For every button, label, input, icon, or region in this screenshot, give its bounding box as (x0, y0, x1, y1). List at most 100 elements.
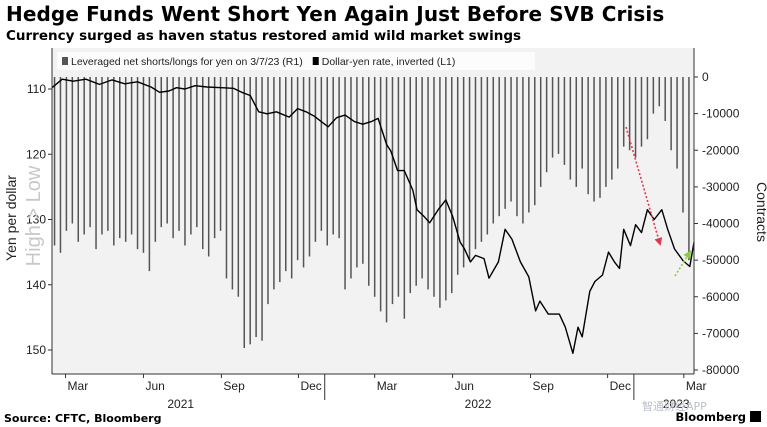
bar-100 (646, 77, 649, 140)
bar-101 (652, 77, 655, 114)
legend-label-0: Leveraged net shorts/longs for yen on 3/… (71, 56, 303, 68)
bar-83 (545, 77, 548, 173)
bar-20 (172, 77, 174, 239)
bar-43 (308, 77, 311, 257)
x-tick-label-0: Mar (68, 379, 89, 393)
x-tick-label-5: Jun (455, 379, 474, 393)
bar-67 (451, 77, 453, 294)
bar-79 (522, 77, 524, 224)
bar-92 (599, 77, 601, 198)
right-tick-label-3: -30000 (702, 180, 740, 194)
bar-68 (456, 77, 459, 275)
line-series-group (51, 78, 695, 354)
bar-26 (207, 77, 210, 257)
right-tick-label-5: -50000 (702, 253, 740, 267)
x-tick-label-2: Sep (223, 379, 245, 393)
green-arrow (674, 250, 692, 277)
bar-66 (445, 77, 447, 301)
bar-72 (480, 77, 483, 242)
right-tick-label-7: -70000 (702, 326, 740, 340)
bar-32 (243, 77, 246, 349)
bar-84 (551, 77, 554, 158)
chart-subtitle: Currency surged as haven status restored… (6, 28, 522, 44)
axes: 110 120 130 140 150 0 -10000 -20000 -30000 -40000… (3, 48, 767, 411)
bar-88 (575, 77, 578, 187)
bar-97 (628, 77, 631, 151)
bar-56 (385, 77, 388, 323)
bar-29 (225, 77, 228, 279)
brand-logo: Bloomberg (676, 410, 761, 424)
bar-40 (290, 77, 293, 279)
bar-102 (658, 77, 661, 107)
bar-98 (634, 77, 637, 158)
x-tick-label-1: Jun (145, 379, 164, 393)
right-tick-label-0: 0 (702, 70, 709, 84)
legend-swatch-1 (312, 57, 319, 65)
legend-box (57, 52, 535, 70)
bar-77 (510, 77, 512, 202)
bar-24 (196, 77, 198, 228)
bar-86 (563, 77, 566, 165)
bar-70 (468, 77, 471, 261)
bar-28 (219, 77, 222, 231)
bar-71 (474, 77, 477, 250)
bar-2 (65, 77, 68, 231)
bar-103 (664, 77, 666, 121)
bar-41 (296, 77, 299, 261)
chart-title: Hedge Funds Went Short Yen Again Just Be… (6, 2, 665, 26)
bar-15 (142, 77, 145, 253)
bar-58 (397, 77, 400, 297)
bar-17 (154, 77, 157, 242)
right-tick-label-4: -40000 (702, 217, 740, 231)
bar-82 (539, 77, 542, 187)
legend-swatch-0 (62, 57, 68, 65)
bar-3 (71, 77, 74, 224)
bar-series (53, 77, 690, 349)
bar-13 (130, 77, 133, 235)
bar-106 (682, 77, 684, 213)
bar-27 (213, 77, 216, 239)
legend: Leveraged net shorts/longs for yen on 3/… (57, 52, 535, 70)
left-tick-label-0: 110 (27, 82, 46, 96)
left-tick-label-1: 120 (26, 147, 46, 161)
dollar-yen-line (51, 78, 695, 354)
bar-6 (89, 77, 91, 228)
bar-73 (486, 77, 489, 235)
bar-89 (581, 77, 583, 169)
bar-14 (136, 77, 139, 250)
bar-16 (148, 77, 151, 272)
bar-93 (605, 77, 607, 187)
bar-53 (368, 77, 370, 286)
high-low-annotation: High > Low (23, 165, 45, 266)
bar-52 (362, 77, 364, 264)
bar-38 (279, 77, 281, 283)
bar-7 (95, 77, 97, 250)
bar-19 (166, 77, 168, 224)
year-label-2: 2023 (663, 397, 690, 411)
bar-1 (59, 77, 62, 253)
year-label-1: 2022 (465, 397, 492, 411)
left-axis-title: Yen per dollar (3, 175, 19, 261)
bar-35 (261, 77, 263, 341)
bar-78 (516, 77, 518, 217)
left-tick-label-3: 140 (26, 278, 46, 292)
bar-49 (344, 77, 346, 290)
bar-59 (403, 77, 406, 319)
red-arrow (625, 126, 663, 246)
bar-42 (302, 77, 305, 268)
bar-74 (492, 77, 495, 224)
bar-99 (640, 77, 643, 147)
bar-37 (273, 77, 275, 290)
bar-33 (249, 77, 251, 345)
left-tick-label-2: 130 (26, 213, 46, 227)
bar-31 (237, 77, 240, 297)
bar-51 (356, 77, 358, 268)
bar-95 (617, 77, 619, 169)
bar-65 (439, 77, 441, 308)
bar-36 (267, 77, 269, 305)
bar-57 (391, 77, 394, 305)
bar-63 (427, 77, 429, 290)
bar-105 (676, 77, 678, 169)
right-tick-label-2: -20000 (702, 143, 740, 157)
